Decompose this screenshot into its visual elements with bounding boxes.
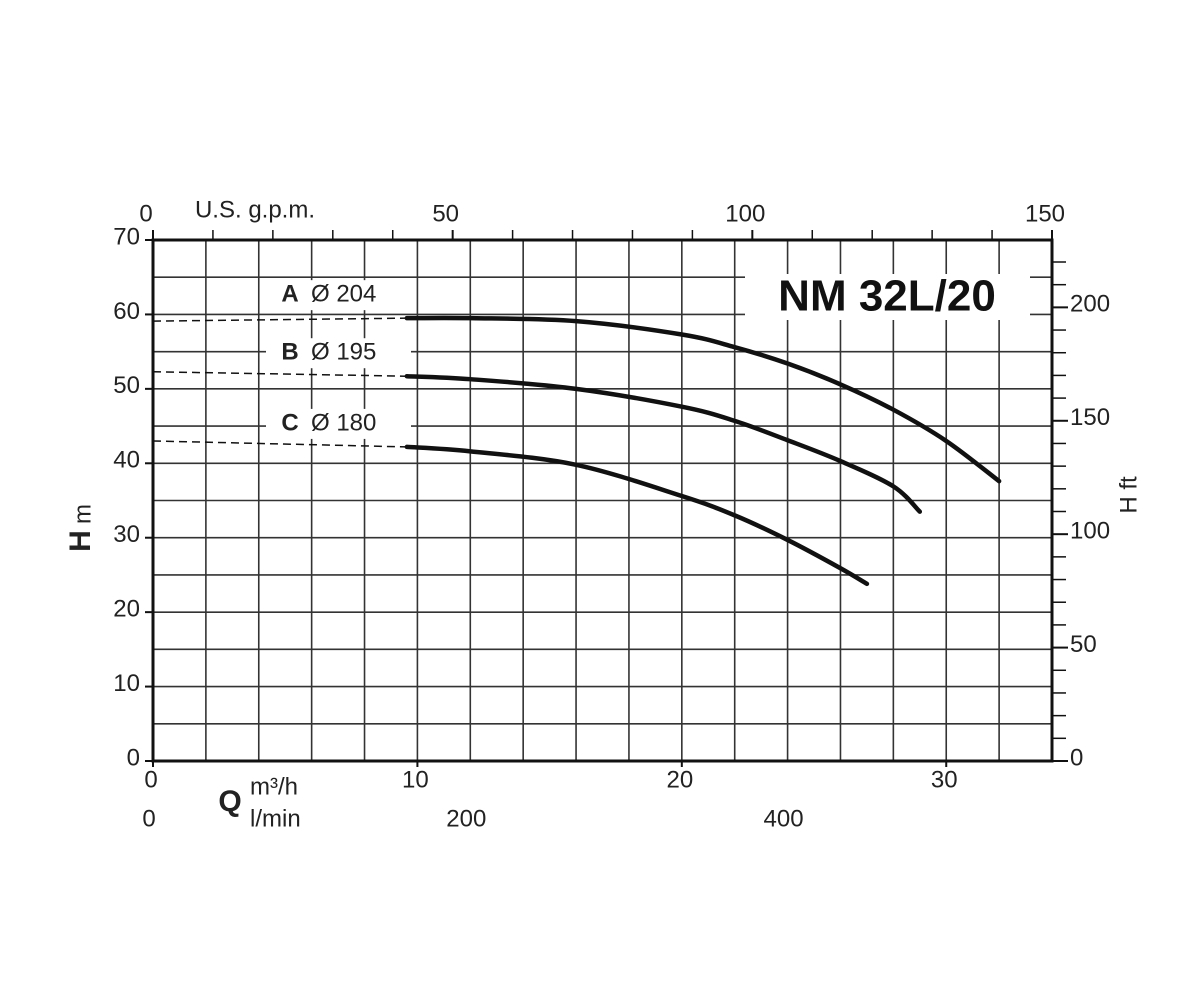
marks bbox=[152, 315, 1002, 587]
y2-tick-label: 50 bbox=[1070, 631, 1097, 658]
y2-tick-label: 150 bbox=[1070, 404, 1110, 431]
curve-name: A bbox=[281, 280, 298, 307]
pump-curve bbox=[404, 444, 870, 587]
x3-axis-unit: l/min bbox=[250, 805, 301, 832]
y2-tick-label: 0 bbox=[1070, 744, 1083, 771]
x-tick-label: 0 bbox=[144, 766, 157, 793]
y2-tick-label: 100 bbox=[1070, 518, 1110, 545]
curve-extension bbox=[152, 317, 407, 322]
x-tick-label: 30 bbox=[931, 766, 958, 793]
x3-tick-label: 400 bbox=[764, 805, 804, 832]
x-tick-label: 20 bbox=[666, 766, 693, 793]
pump-curve bbox=[404, 373, 923, 514]
x-tick-label: 10 bbox=[402, 766, 429, 793]
x2-axis-title: U.S. g.p.m. bbox=[195, 196, 315, 223]
plot-frame bbox=[151, 238, 1054, 763]
y-tick-label: 40 bbox=[113, 447, 140, 474]
y-tick-label: 0 bbox=[127, 744, 140, 771]
y-tick-label: 70 bbox=[113, 223, 140, 250]
curve-label-box bbox=[266, 338, 411, 369]
y-axis-unit: m bbox=[69, 504, 96, 524]
y-tick-label: 20 bbox=[113, 595, 140, 622]
curve-name: C bbox=[281, 409, 298, 436]
x2-tick-label: 50 bbox=[432, 200, 459, 227]
pump-curve bbox=[404, 315, 1002, 484]
y-tick-label: 50 bbox=[113, 372, 140, 399]
curve-diameter: Ø 195 bbox=[311, 339, 376, 366]
x2-tick-label: 0 bbox=[139, 200, 152, 227]
y-tick-label: 30 bbox=[113, 521, 140, 548]
x3-tick-label: 200 bbox=[446, 805, 486, 832]
curve-label-box bbox=[266, 280, 411, 311]
curve-name: B bbox=[281, 339, 298, 366]
curve-extension bbox=[152, 440, 407, 448]
title-box bbox=[745, 274, 1030, 320]
y2-axis-title: H ft bbox=[1115, 476, 1142, 514]
x2-tick-label: 100 bbox=[725, 200, 765, 227]
x2-tick-label: 150 bbox=[1025, 200, 1065, 227]
y-axis-title: H bbox=[64, 530, 97, 552]
y2-tick-label: 200 bbox=[1070, 291, 1110, 318]
chart-title: NM 32L/20 bbox=[778, 272, 996, 321]
y-tick-label: 10 bbox=[113, 670, 140, 697]
curve-extension bbox=[152, 370, 407, 377]
curve-diameter: Ø 204 bbox=[311, 280, 376, 307]
x-axis-unit: m³/h bbox=[250, 773, 298, 800]
x-axis-title: Q bbox=[218, 785, 241, 818]
y-tick-label: 60 bbox=[113, 298, 140, 325]
curve-diameter: Ø 180 bbox=[311, 409, 376, 436]
curve-label-box bbox=[266, 408, 411, 439]
x3-tick-label: 0 bbox=[142, 805, 155, 832]
